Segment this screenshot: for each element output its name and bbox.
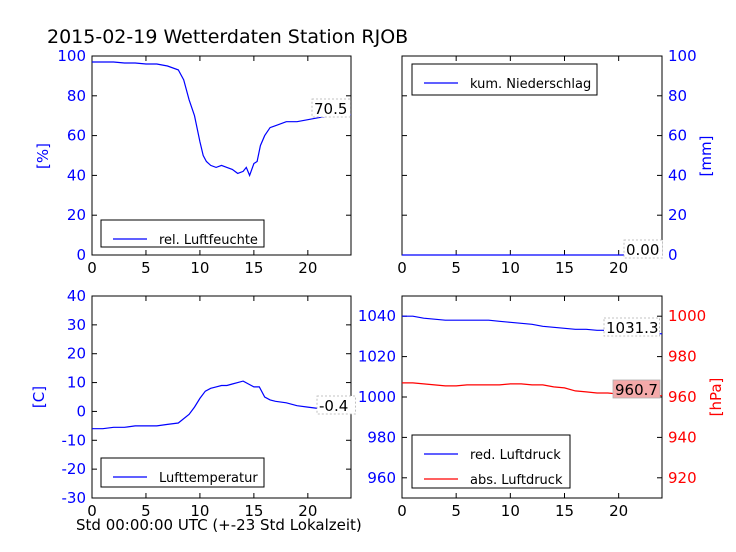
pressure-y-tick-label: 1040 bbox=[358, 307, 396, 325]
pressure-red-annotation-label: 1031.3 bbox=[606, 319, 659, 337]
pressure-y2-tick-label: 1000 bbox=[668, 307, 706, 325]
temperature-y-tick-label: 0 bbox=[76, 402, 86, 420]
humidity-annotation-label: 70.5 bbox=[314, 100, 347, 118]
pressure-y-tick-label: 980 bbox=[367, 428, 396, 446]
pressure-legend-label: abs. Luftdruck bbox=[470, 473, 563, 488]
precip-y2-tick-label: 0 bbox=[668, 246, 678, 264]
temperature-x-tick-label: 20 bbox=[298, 502, 317, 520]
temperature-y-tick-label: -20 bbox=[62, 460, 87, 478]
humidity-x-tick-label: 0 bbox=[87, 259, 97, 277]
pressure-y-tick-label: 1020 bbox=[358, 348, 396, 366]
pressure-y2-tick-label: 940 bbox=[668, 428, 697, 446]
precip-annotation-box bbox=[623, 239, 663, 259]
temperature-x-tick-label: 0 bbox=[87, 502, 97, 520]
temperature-x-tick-label: 10 bbox=[190, 502, 209, 520]
humidity-plot-frame bbox=[91, 55, 352, 256]
temperature-y-tick-label: 20 bbox=[67, 345, 86, 363]
temperature-y-tick-label: -30 bbox=[62, 489, 87, 507]
temperature-x-tick-label: 15 bbox=[244, 502, 263, 520]
pressure-legend-label: red. Luftdruck bbox=[470, 448, 561, 463]
humidity-y-tick-label: 100 bbox=[57, 47, 86, 65]
humidity-y-tick-label: 80 bbox=[67, 87, 86, 105]
humidity-x-tick-label: 5 bbox=[141, 259, 151, 277]
pressure-x-tick-label: 5 bbox=[451, 502, 461, 520]
precip-y2-tick-label: 80 bbox=[668, 87, 687, 105]
humidity-legend-box bbox=[100, 219, 265, 248]
pressure-x-tick-label: 0 bbox=[397, 502, 407, 520]
precip-y2-tick-label: 40 bbox=[668, 166, 687, 184]
precip-x-tick-label: 10 bbox=[501, 259, 520, 277]
temperature-legend-box bbox=[100, 457, 265, 488]
humidity-y-tick-label: 20 bbox=[67, 206, 86, 224]
precip-x-tick-label: 5 bbox=[451, 259, 461, 277]
humidity-series-line bbox=[92, 61, 352, 178]
precip-y2-tick-label: 20 bbox=[668, 206, 687, 224]
precip-x-tick-label: 20 bbox=[609, 259, 628, 277]
temperature-y-axis-label: [C] bbox=[30, 386, 48, 408]
pressure-abs-annotation-box bbox=[612, 379, 661, 399]
pressure-y2-tick-label: 920 bbox=[668, 469, 697, 487]
figure-title: 2015-02-19 Wetterdaten Station RJOB bbox=[47, 26, 409, 48]
temperature-y-tick-label: 30 bbox=[67, 316, 86, 334]
humidity-y-axis-label: [%] bbox=[34, 143, 52, 169]
pressure-x-tick-label: 10 bbox=[501, 502, 520, 520]
temperature-y-tick-label: 10 bbox=[67, 374, 86, 392]
humidity-x-tick-label: 15 bbox=[244, 259, 263, 277]
temperature-y-tick-label: 40 bbox=[67, 287, 86, 305]
precip-x-tick-label: 0 bbox=[397, 259, 407, 277]
humidity-x-tick-label: 20 bbox=[298, 259, 317, 277]
precip-y2-tick-label: 100 bbox=[668, 47, 697, 65]
x-axis-label: Std 00:00:00 UTC (+-23 Std Lokalzeit) bbox=[76, 516, 362, 534]
humidity-y-tick-label: 60 bbox=[67, 127, 86, 145]
humidity-x-tick-label: 10 bbox=[190, 259, 209, 277]
temperature-annotation-label: -0.4 bbox=[319, 397, 348, 415]
pressure-abs-annotation-label: 960.7 bbox=[615, 381, 658, 399]
pressure-y-tick-label: 1000 bbox=[358, 388, 396, 406]
humidity-y-tick-label: 0 bbox=[76, 246, 86, 264]
pressure-red-annotation-box bbox=[603, 317, 660, 337]
pressure-y2-tick-label: 980 bbox=[668, 348, 697, 366]
humidity-annotation-box bbox=[311, 98, 351, 118]
temperature-x-tick-label: 5 bbox=[141, 502, 151, 520]
pressure-x-tick-label: 20 bbox=[609, 502, 628, 520]
pressure-x-tick-label: 15 bbox=[555, 502, 574, 520]
humidity-legend-label: rel. Luftfeuchte bbox=[159, 233, 258, 248]
precip-y2-tick-label: 60 bbox=[668, 127, 687, 145]
pressure-y2-tick-label: 960 bbox=[668, 388, 697, 406]
humidity-y-tick-label: 40 bbox=[67, 166, 86, 184]
temperature-y-tick-label: -10 bbox=[62, 431, 87, 449]
pressure-y2-axis-label: [hPa] bbox=[707, 378, 725, 417]
precip-legend-label: kum. Niederschlag bbox=[470, 77, 591, 92]
precip-annotation-label: 0.00 bbox=[626, 241, 659, 259]
precip-y-axis-label: [mm] bbox=[697, 136, 715, 177]
temperature-annotation-box bbox=[316, 395, 356, 415]
temperature-series-line bbox=[92, 380, 352, 430]
precip-x-tick-label: 15 bbox=[555, 259, 574, 277]
temperature-legend-label: Lufttemperatur bbox=[159, 471, 258, 486]
precip-legend-box bbox=[411, 63, 598, 96]
pressure-y-tick-label: 960 bbox=[367, 469, 396, 487]
